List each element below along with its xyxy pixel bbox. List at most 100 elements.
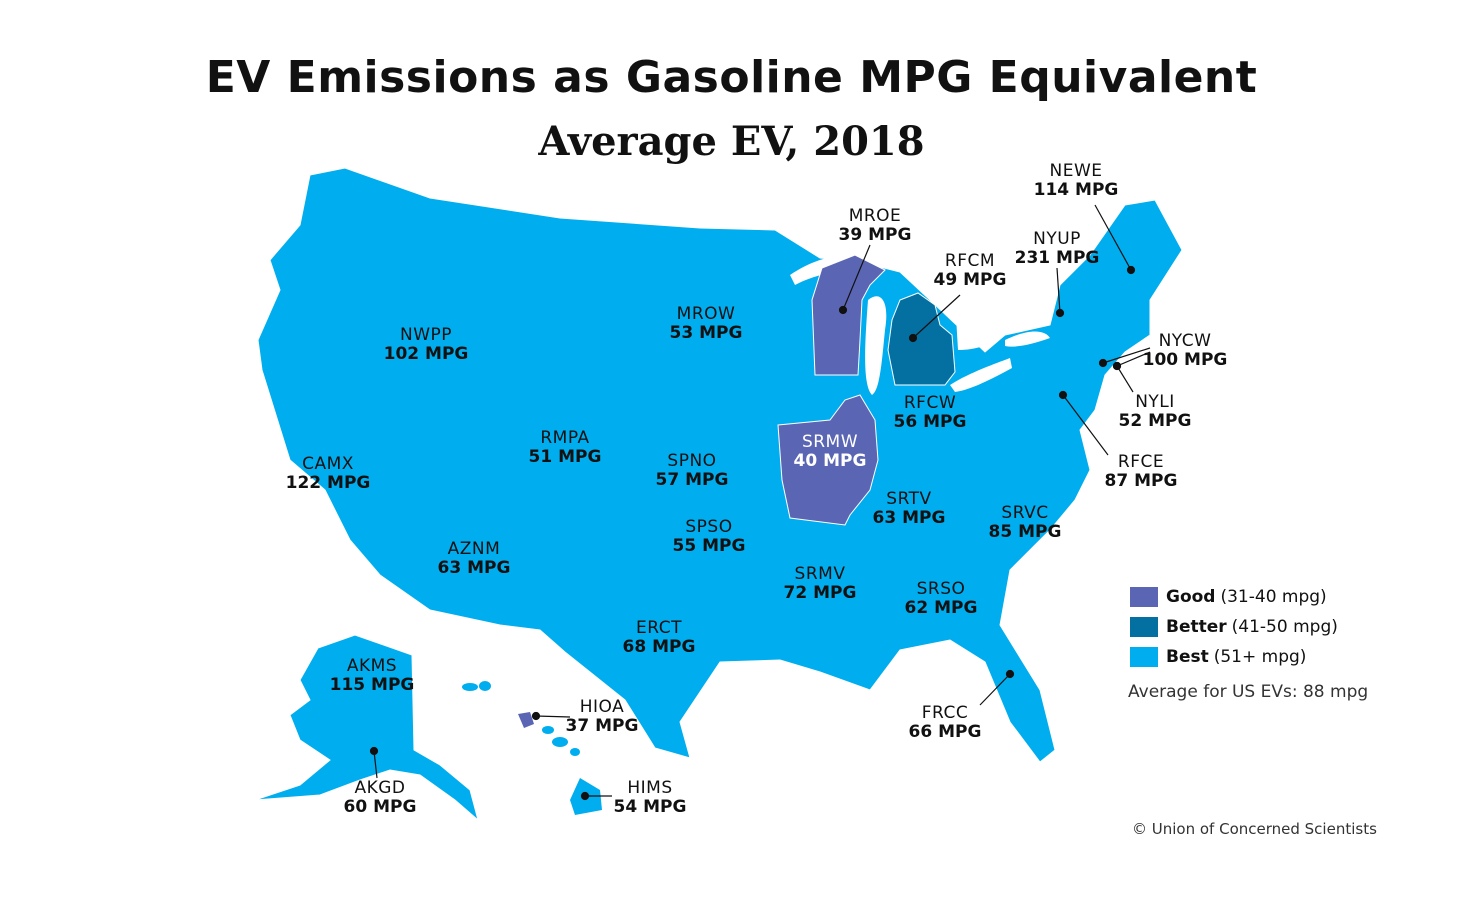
- leader-line: [1116, 351, 1151, 367]
- region-label-srtv: SRTV 63 MPG: [873, 490, 946, 528]
- region-code: MROE: [848, 206, 902, 226]
- region-mpg: 60 MPG: [343, 797, 417, 817]
- region-mpg: 62 MPG: [904, 598, 978, 618]
- region-code: SRSO: [916, 579, 966, 599]
- leader-line: [1094, 204, 1132, 271]
- region-mpg: 49 MPG: [933, 270, 1007, 290]
- region-code: SRTV: [886, 489, 932, 509]
- leader-dot: [1005, 669, 1015, 679]
- region-code: FRCC: [921, 703, 969, 723]
- region-mpg: 63 MPG: [437, 558, 511, 578]
- leader-dot: [531, 711, 541, 721]
- region-code: MROW: [676, 304, 736, 324]
- region-mpg: 51 MPG: [528, 447, 602, 467]
- region-mpg: 57 MPG: [655, 470, 729, 490]
- region-code: AZNM: [447, 539, 501, 559]
- leader-dot: [369, 746, 379, 756]
- legend-swatch-best: [1130, 647, 1158, 667]
- leader-dot: [1098, 358, 1108, 368]
- region-label-akgd: AKGD 60 MPG: [344, 779, 417, 817]
- region-code: AKGD: [354, 778, 406, 798]
- region-mpg: 122 MPG: [285, 473, 371, 493]
- region-mpg: 115 MPG: [329, 675, 415, 695]
- region-code: NYCW: [1158, 331, 1212, 351]
- leader-line: [1116, 365, 1134, 393]
- region-label-nycw: NYCW 100 MPG: [1143, 332, 1228, 370]
- leader-line: [912, 294, 961, 339]
- region-mpg: 39 MPG: [838, 225, 912, 245]
- region-label-frcc: FRCC 66 MPG: [909, 704, 982, 742]
- region-code: SPNO: [667, 451, 717, 471]
- region-mpg: 68 MPG: [622, 637, 696, 657]
- region-code: SRMW: [801, 432, 859, 452]
- legend-label: Better: [1166, 617, 1227, 637]
- legend-range: (41-50 mpg): [1231, 617, 1338, 637]
- leader-line: [842, 244, 871, 311]
- region-code: RFCW: [903, 393, 957, 413]
- region-mpg: 114 MPG: [1033, 180, 1119, 200]
- region-code: RMPA: [540, 428, 590, 448]
- leader-line: [373, 750, 378, 779]
- leader-dot: [908, 333, 918, 343]
- region-mpg: 102 MPG: [383, 344, 469, 364]
- region-label-rfcm: RFCM 49 MPG: [934, 252, 1007, 290]
- region-mpg: 55 MPG: [672, 536, 746, 556]
- region-mpg: 37 MPG: [565, 716, 639, 736]
- region-label-camx: CAMX 122 MPG: [286, 455, 371, 493]
- region-code: RFCE: [1117, 452, 1165, 472]
- average-note: Average for US EVs: 88 mpg: [1128, 682, 1369, 702]
- region-code: AKMS: [346, 656, 398, 676]
- region-label-srso: SRSO 62 MPG: [905, 580, 978, 618]
- region-code: HIMS: [627, 778, 673, 798]
- credit: © Union of Concerned Scientists: [1132, 820, 1377, 838]
- region-mpg: 52 MPG: [1118, 411, 1192, 431]
- legend: Good (31-40 mpg) Better (41-50 mpg) Best (5…: [1130, 582, 1338, 672]
- leader-dot: [838, 305, 848, 315]
- region-label-nwpp: NWPP 102 MPG: [384, 326, 469, 364]
- leader-line: [1062, 394, 1109, 456]
- leader-dot: [1058, 390, 1068, 400]
- leader-dot: [580, 791, 590, 801]
- region-label-erct: ERCT 68 MPG: [623, 619, 696, 657]
- region-srmw-shape: [777, 394, 879, 526]
- region-rfcm-shape: [887, 292, 956, 386]
- leader-dot: [1112, 361, 1122, 371]
- leader-line: [1056, 267, 1061, 314]
- region-label-srmw: SRMW 40 MPG: [794, 433, 867, 471]
- region-mpg: 53 MPG: [669, 323, 743, 343]
- region-label-nyup: NYUP 231 MPG: [1015, 230, 1100, 268]
- region-label-srvc: SRVC 85 MPG: [989, 504, 1062, 542]
- alaska-shape: [254, 634, 479, 822]
- region-label-hims: HIMS 54 MPG: [614, 779, 687, 817]
- region-label-rfce: RFCE 87 MPG: [1105, 453, 1178, 491]
- legend-item-good: Good (31-40 mpg): [1130, 582, 1338, 612]
- legend-item-best: Best (51+ mpg): [1130, 642, 1338, 672]
- legend-swatch-better: [1130, 617, 1158, 637]
- region-mpg: 54 MPG: [613, 797, 687, 817]
- leader-line: [535, 715, 571, 718]
- region-mpg: 231 MPG: [1014, 248, 1100, 268]
- legend-label: Best: [1166, 647, 1209, 667]
- region-mpg: 63 MPG: [872, 508, 946, 528]
- region-mroe-shape: [811, 254, 886, 376]
- region-label-nyli: NYLI 52 MPG: [1119, 393, 1192, 431]
- region-code: CAMX: [302, 454, 354, 474]
- region-mpg: 85 MPG: [988, 522, 1062, 542]
- region-label-spso: SPSO 55 MPG: [673, 518, 746, 556]
- map-subtitle: Average EV, 2018: [538, 118, 925, 165]
- region-label-akms: AKMS 115 MPG: [330, 657, 415, 695]
- region-code: NEWE: [1049, 161, 1103, 181]
- region-code: SRVC: [1001, 503, 1049, 523]
- map-title: EV Emissions as Gasoline MPG Equivalent: [205, 52, 1258, 103]
- legend-range: (51+ mpg): [1213, 647, 1307, 667]
- region-mpg: 40 MPG: [793, 451, 867, 471]
- region-label-hioa: HIOA 37 MPG: [566, 698, 639, 736]
- region-mpg: 66 MPG: [908, 722, 982, 742]
- region-label-rfcw: RFCW 56 MPG: [894, 394, 967, 432]
- region-code: ERCT: [636, 618, 682, 638]
- legend-label: Good: [1166, 587, 1216, 607]
- region-label-aznm: AZNM 63 MPG: [438, 540, 511, 578]
- region-label-srmv: SRMV 72 MPG: [784, 565, 857, 603]
- leader-line: [979, 673, 1011, 706]
